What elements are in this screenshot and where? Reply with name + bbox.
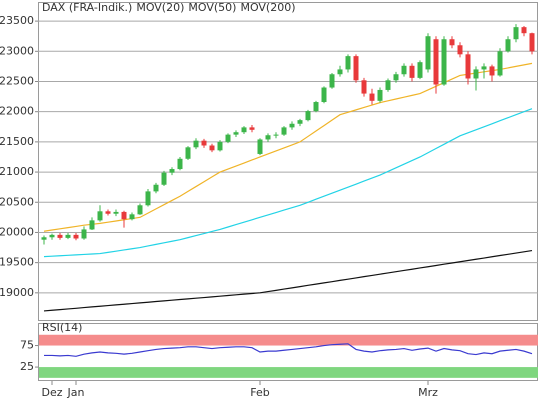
y-tick-label: 25 — [20, 360, 34, 373]
candle-body — [257, 139, 263, 154]
line-series — [44, 343, 533, 357]
candle-body — [425, 36, 431, 70]
candle-body — [321, 87, 327, 103]
y-tick-label: 23000 — [0, 44, 34, 57]
candle-body — [225, 134, 231, 142]
candle-body — [337, 69, 343, 75]
candle-body — [449, 39, 455, 46]
candle-body — [193, 140, 199, 148]
candle-body — [441, 39, 447, 85]
candle-body — [281, 127, 287, 135]
candle-body — [185, 147, 191, 159]
candle-body — [81, 229, 87, 239]
candle-body — [129, 214, 135, 220]
candle-body — [209, 145, 215, 151]
candle-body — [521, 27, 527, 34]
legend-entry: DAX (FRA-Indik.) — [42, 1, 132, 14]
line-series — [43, 249, 533, 312]
candle-body — [369, 93, 375, 101]
line-series — [43, 108, 533, 258]
x-tick-label: Jan — [67, 386, 85, 399]
y-tick-label: 19500 — [0, 256, 34, 269]
y-tick-label: 23500 — [0, 14, 34, 27]
candle-body — [329, 74, 335, 88]
candle-body — [201, 140, 207, 146]
y-tick-label: 22500 — [0, 74, 34, 87]
candle-body — [49, 234, 55, 238]
candle-body — [313, 102, 319, 112]
candle-body — [105, 211, 111, 214]
candle-body — [529, 33, 535, 52]
candle-body — [401, 65, 407, 75]
candle-body — [289, 123, 295, 128]
candle-body — [233, 132, 239, 135]
candle-body — [345, 56, 351, 70]
x-tick-label: Feb — [250, 386, 269, 399]
candle-body — [169, 169, 175, 173]
candle-body — [297, 120, 303, 124]
x-tick-label: Dez — [41, 386, 62, 399]
y-tick-label: 20000 — [0, 225, 34, 238]
line-series — [43, 62, 533, 232]
candle-body — [409, 65, 415, 78]
candle-body — [305, 111, 311, 121]
candle-body — [481, 66, 487, 70]
candle-body — [377, 89, 383, 101]
candle-body — [473, 69, 479, 79]
candle-body — [137, 205, 143, 215]
candle-body — [393, 74, 399, 81]
legend: DAX (FRA-Indik.) MOV(20) MOV(50) MOV(200) — [42, 1, 296, 14]
candle-body — [361, 80, 367, 94]
candle-body — [65, 234, 71, 238]
main-plot-frame — [38, 2, 538, 321]
candle-body — [241, 127, 247, 133]
candle-body — [353, 56, 359, 81]
candle-body — [273, 134, 279, 136]
candle-body — [113, 211, 119, 214]
candle-body — [385, 80, 391, 90]
y-tick-label: 21500 — [0, 135, 34, 148]
candle-body — [145, 191, 151, 206]
y-tick-label: 20500 — [0, 195, 34, 208]
zone-band — [39, 367, 538, 378]
y-tick-label: 21000 — [0, 165, 34, 178]
candle-body — [417, 62, 423, 78]
candle-body — [265, 135, 271, 140]
candle-body — [497, 51, 503, 76]
candle-body — [41, 237, 47, 240]
candle-body — [57, 234, 63, 238]
candle-body — [457, 45, 463, 55]
zone-band — [39, 334, 538, 346]
candle-body — [513, 27, 519, 40]
y-tick-label: 19000 — [0, 286, 34, 299]
candle-body — [249, 127, 255, 130]
candle-body — [177, 158, 183, 170]
candle-body — [89, 220, 95, 230]
candle-body — [121, 211, 127, 220]
x-tick-label: Mrz — [418, 386, 438, 399]
candle-body — [97, 211, 103, 221]
candle-body — [217, 141, 223, 151]
candle-body — [465, 54, 471, 79]
legend-entry: MOV(200) — [240, 1, 295, 14]
legend-entry: MOV(50) — [188, 1, 236, 14]
candle-body — [73, 234, 79, 239]
y-tick-label: 22000 — [0, 105, 34, 118]
candle-body — [505, 39, 511, 52]
panel-title: RSI(14) — [42, 321, 82, 334]
candle-body — [433, 39, 439, 85]
candle-body — [489, 66, 495, 76]
legend-entry: MOV(20) — [136, 1, 184, 14]
candle-body — [161, 172, 167, 185]
candle-body — [153, 184, 159, 192]
y-tick-label: 75 — [20, 339, 34, 352]
